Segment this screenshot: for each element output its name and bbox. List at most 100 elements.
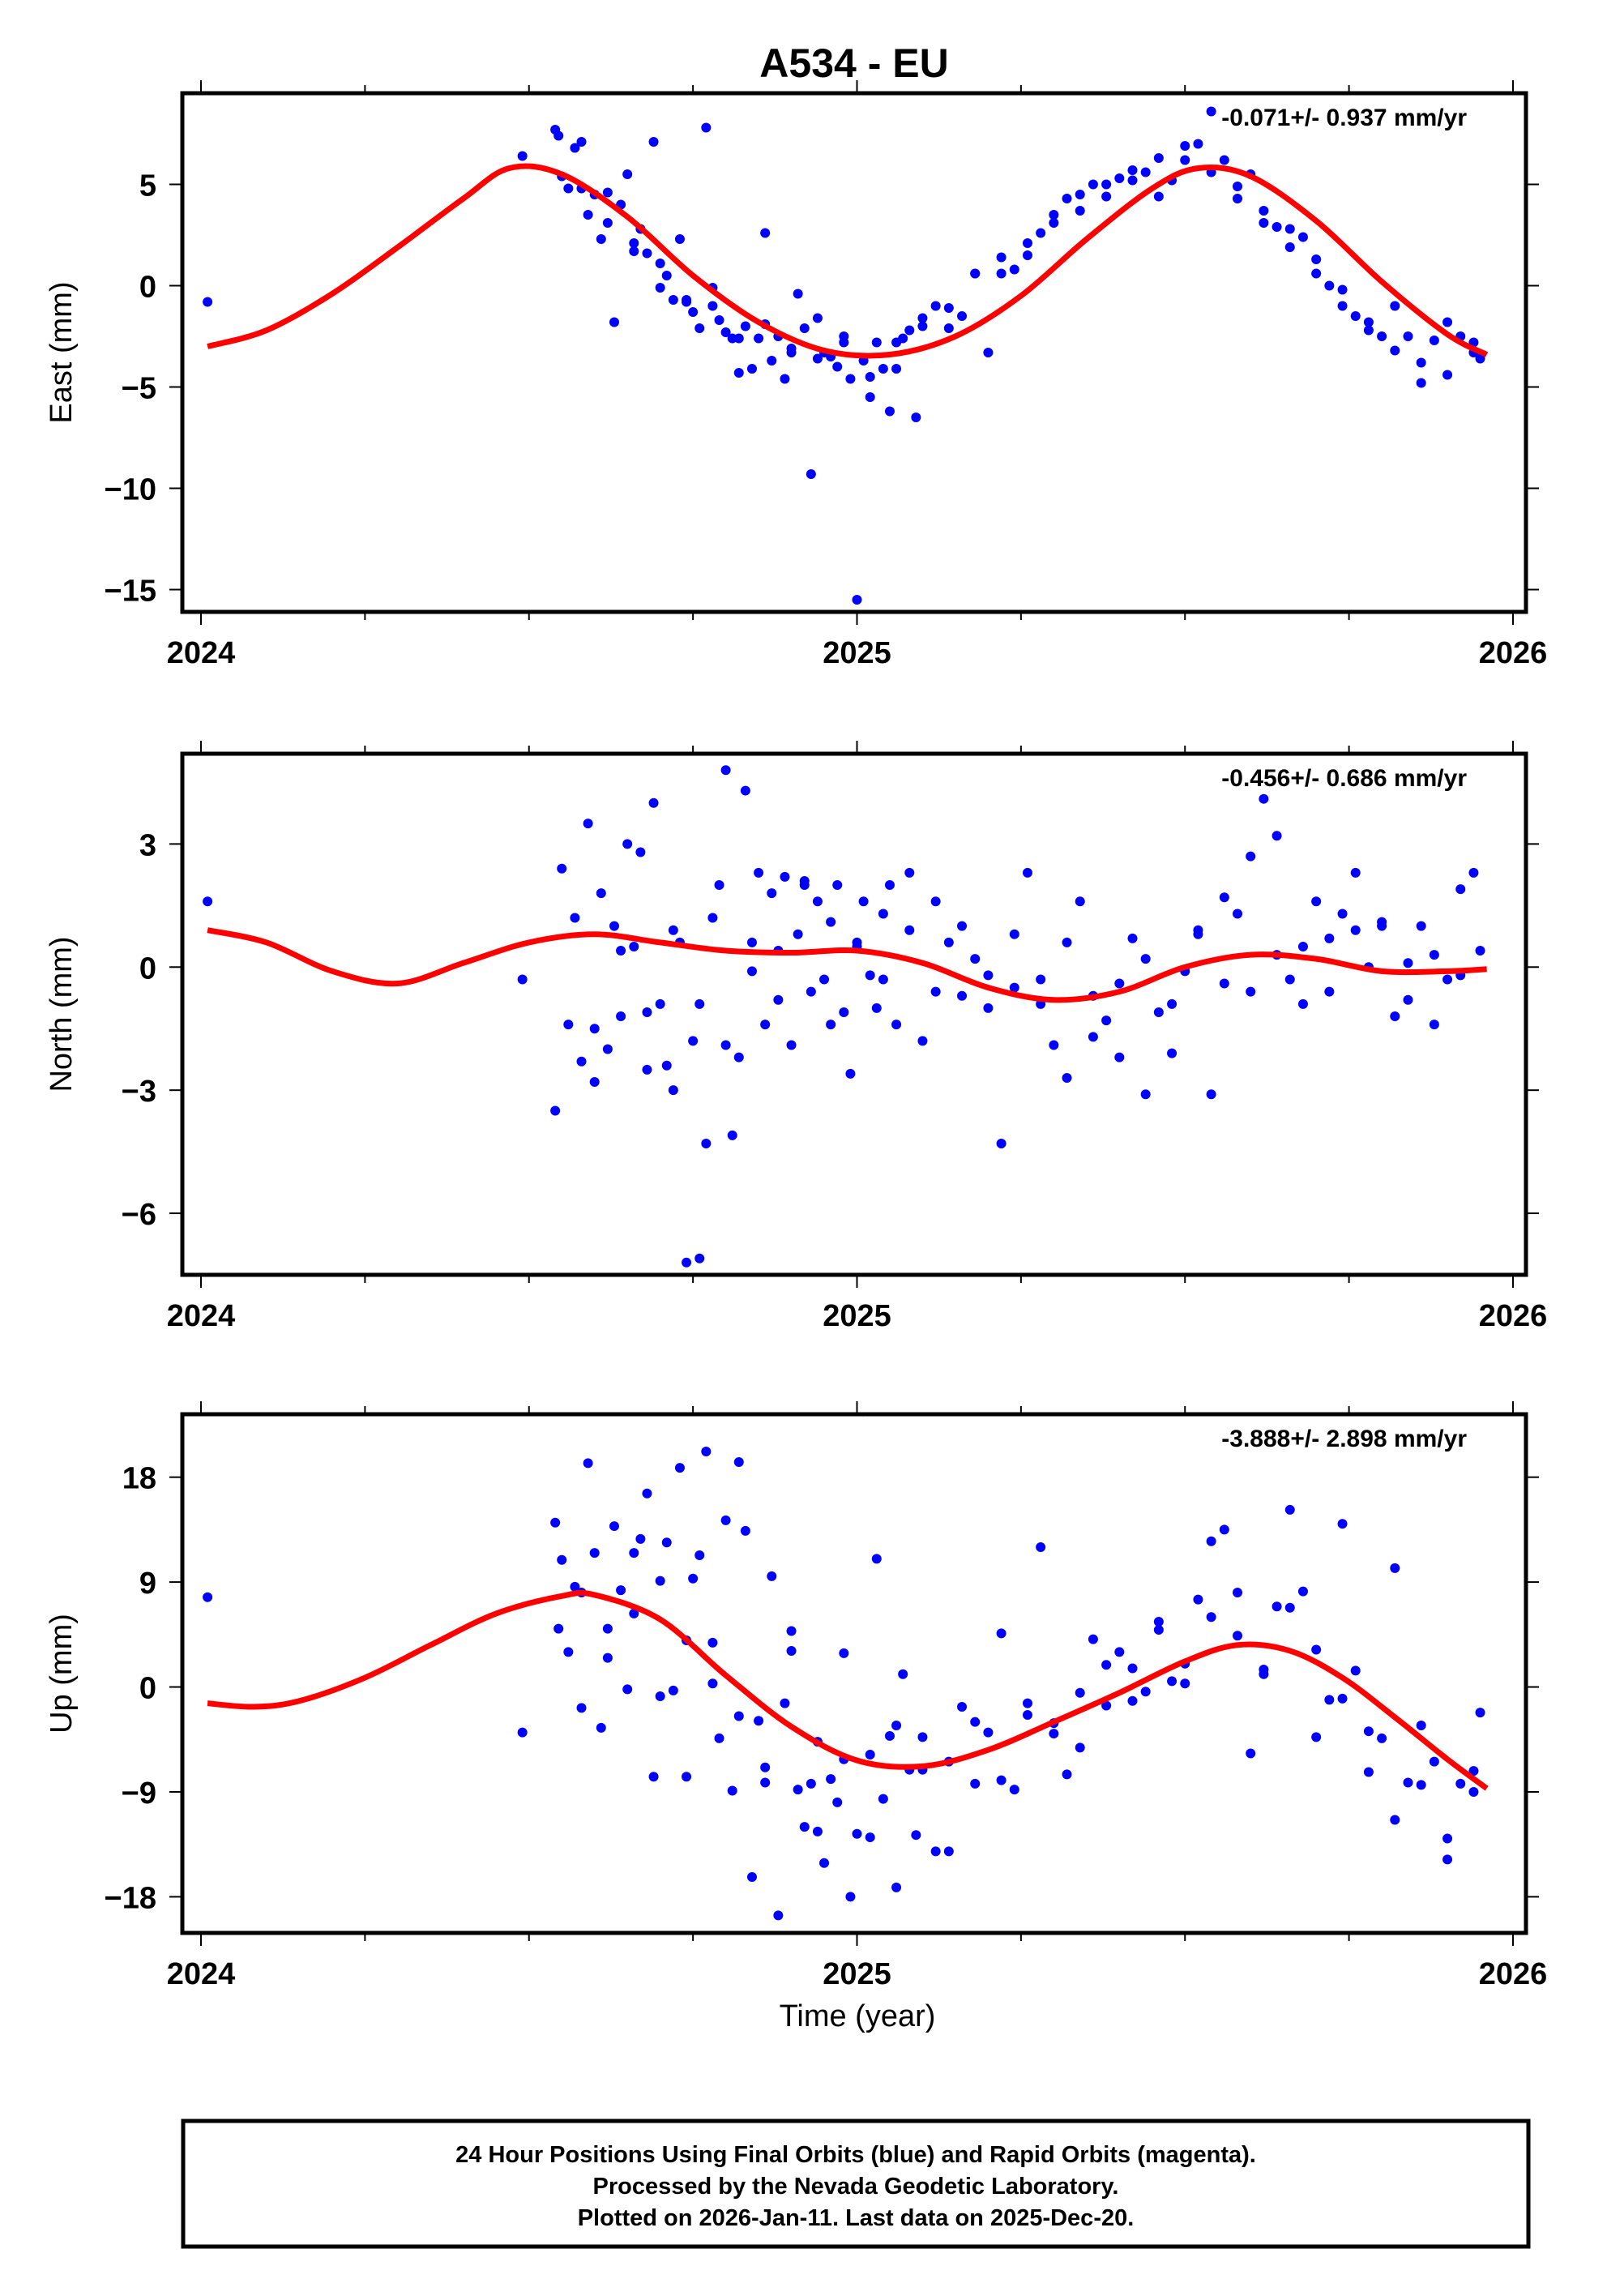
x-tick-label: 2025	[823, 1299, 891, 1333]
data-point	[1062, 937, 1072, 947]
data-point	[786, 1040, 797, 1050]
data-point	[746, 364, 757, 374]
data-point	[1140, 1687, 1151, 1697]
data-point	[1101, 191, 1112, 202]
y-tick-label: −18	[105, 1881, 156, 1915]
data-point	[596, 1722, 606, 1733]
data-point	[806, 986, 816, 997]
data-point	[1114, 978, 1125, 989]
data-point	[596, 234, 606, 244]
data-point	[609, 317, 619, 327]
data-point	[727, 1785, 737, 1796]
y-tick-label: −15	[105, 575, 156, 609]
x-tick-label: 2026	[1479, 636, 1548, 670]
data-point	[1049, 218, 1059, 228]
data-point	[1049, 1729, 1059, 1739]
data-point	[746, 1871, 757, 1882]
data-point	[1114, 1647, 1125, 1657]
data-point	[1442, 974, 1453, 985]
y-tick-label: 5	[139, 169, 156, 203]
data-point	[1219, 1524, 1229, 1535]
data-point	[1259, 218, 1269, 228]
data-point	[891, 337, 902, 348]
data-point	[733, 1711, 744, 1721]
data-point	[1442, 370, 1453, 380]
data-point	[1062, 1769, 1072, 1780]
data-point	[583, 819, 593, 829]
data-point	[707, 301, 718, 311]
data-point	[629, 246, 639, 256]
data-point	[668, 1085, 678, 1096]
data-point	[1350, 925, 1361, 935]
data-point	[786, 1645, 797, 1656]
chart-title: A534 - EU	[759, 41, 948, 86]
data-point	[695, 1550, 705, 1561]
data-point	[1324, 280, 1335, 291]
data-point	[1246, 986, 1256, 997]
data-point	[1193, 1594, 1203, 1605]
data-point	[563, 1647, 574, 1657]
data-point	[517, 151, 528, 161]
data-point	[203, 1592, 213, 1602]
data-point	[1337, 284, 1348, 295]
data-point	[1049, 210, 1059, 220]
data-point	[1101, 1660, 1112, 1670]
data-point	[1390, 301, 1400, 311]
data-point	[733, 368, 744, 378]
data-point	[1429, 336, 1439, 345]
data-point	[754, 1716, 764, 1726]
data-point	[793, 929, 803, 939]
data-point	[1259, 1669, 1269, 1679]
data-point	[845, 374, 856, 384]
data-point	[1475, 1708, 1485, 1718]
data-point	[1193, 139, 1203, 149]
data-point	[655, 998, 665, 1009]
data-point	[891, 1882, 902, 1892]
data-point	[1153, 1007, 1164, 1017]
data-point	[767, 356, 777, 366]
data-point	[570, 143, 580, 153]
data-point	[1337, 909, 1348, 919]
data-point	[701, 122, 712, 133]
data-point	[602, 218, 613, 228]
data-point	[1311, 254, 1322, 264]
data-point	[996, 1138, 1007, 1148]
y-axis-label: East (mm)	[45, 281, 79, 423]
data-point	[602, 1623, 613, 1634]
data-point	[602, 1653, 613, 1663]
data-point	[616, 946, 626, 956]
data-point	[1233, 194, 1243, 203]
data-point	[674, 1463, 685, 1473]
data-point	[806, 469, 816, 479]
data-point	[1337, 301, 1348, 311]
data-point	[780, 1698, 790, 1708]
data-point	[1219, 892, 1229, 903]
data-point	[1101, 1700, 1112, 1711]
data-point	[1088, 1032, 1098, 1042]
data-point	[1271, 831, 1282, 841]
data-point	[1167, 1676, 1177, 1687]
data-point	[674, 234, 685, 244]
data-point	[917, 321, 928, 331]
data-point	[983, 348, 994, 357]
data-point	[550, 1517, 561, 1528]
data-point	[1140, 954, 1151, 964]
data-point	[1049, 1040, 1059, 1050]
footer-line-3: Plotted on 2026-Jan-11. Last data on 202…	[578, 2205, 1135, 2231]
data-point	[616, 1011, 626, 1022]
data-point	[1350, 311, 1361, 321]
data-point	[1284, 1602, 1295, 1613]
data-point	[668, 295, 678, 305]
data-point	[1180, 155, 1190, 165]
data-point	[1114, 173, 1125, 183]
data-point	[203, 297, 213, 307]
data-point	[930, 1846, 941, 1857]
data-point	[629, 1548, 639, 1558]
data-point	[648, 797, 659, 808]
data-point	[1127, 1663, 1138, 1674]
data-point	[1271, 1601, 1282, 1612]
data-point	[943, 1846, 954, 1857]
data-point	[878, 1794, 888, 1804]
data-point	[904, 925, 915, 935]
data-point	[648, 1772, 659, 1782]
